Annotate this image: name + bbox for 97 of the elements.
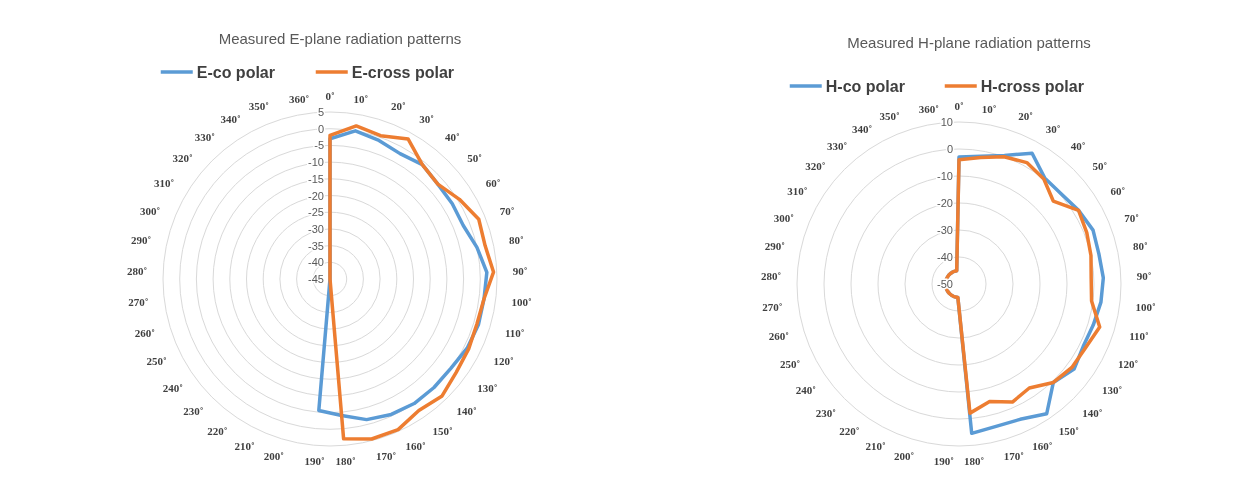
spoke-label: 350˚ [879,110,900,123]
spoke-label: 300˚ [773,211,794,224]
spoke-label: 350˚ [248,100,270,113]
spoke-label: 280˚ [760,270,782,283]
y-tick-label: -5 [314,139,324,152]
spoke-label: 0˚ [954,100,964,112]
spoke-label: 220˚ [839,425,860,438]
spoke-label: 130˚ [1102,383,1123,396]
spoke-label: 160˚ [1032,440,1053,453]
y-tick-label: 5 [317,106,324,118]
spoke-label: 20˚ [390,100,406,113]
spoke-label: 0˚ [325,90,335,102]
y-tick-label: -40 [937,251,953,263]
spoke-label: 110˚ [1129,330,1149,343]
spoke-label: 70˚ [499,204,515,217]
spoke-label: 250˚ [146,355,167,368]
y-tick-label: -25 [308,206,324,219]
spoke-label: 30˚ [419,113,434,126]
spoke-label: 80˚ [508,234,524,247]
spoke-label: 330˚ [827,139,848,152]
spoke-label: 330˚ [194,130,216,143]
spoke-label: 210˚ [234,439,255,452]
spoke-label: 170˚ [376,450,397,463]
spoke-label: 310˚ [154,177,175,190]
spoke-label: 210˚ [865,440,886,453]
y-tick-label: -30 [937,224,953,236]
spoke-label: 80˚ [1133,240,1148,253]
spoke-label: 290˚ [130,234,152,247]
spoke-label: 30˚ [1045,122,1061,135]
spoke-label: 180˚ [964,455,985,468]
spoke-label: 270˚ [128,296,149,309]
legend-label: H-cross polar [980,78,1084,95]
spoke-label: 90˚ [512,265,528,278]
legend-label: H-co polar [825,78,905,95]
spoke-label: 300˚ [140,204,161,217]
y-tick-label: -40 [308,256,324,269]
spoke-label: 60˚ [485,177,501,190]
spoke-label: 200˚ [263,450,284,463]
spoke-label: 90˚ [1136,270,1152,283]
spoke-label: 60˚ [1110,184,1126,197]
legend-label: E-cross polar [351,64,455,81]
spoke-label: 280˚ [126,265,148,278]
spoke-label: 220˚ [207,424,228,437]
spoke-label: 70˚ [1124,211,1139,224]
spoke-label: 230˚ [815,406,836,419]
spoke-label: 340˚ [852,122,873,135]
spoke-label: 140˚ [1082,406,1103,419]
spoke-label: 20˚ [1018,110,1033,123]
spoke-label: 290˚ [764,240,785,253]
spoke-label: 40˚ [1070,139,1086,152]
y-tick-label: -15 [308,172,324,185]
spoke-label: 360˚ [918,102,939,115]
spoke-label: 10˚ [981,102,997,115]
spoke-label: 270˚ [762,300,783,313]
spoke-label: 170˚ [1003,450,1025,463]
spoke-label: 360˚ [288,92,310,105]
y-tick-label: -30 [308,222,324,235]
spoke-label: 190˚ [304,455,325,468]
spoke-label: 100˚ [511,296,532,309]
spoke-label: 140˚ [456,405,477,418]
spoke-label: 320˚ [805,160,826,173]
spoke-label: 50˚ [467,152,483,165]
spoke-label: 150˚ [432,424,453,437]
y-tick-label: 10 [940,116,953,128]
spoke-label: 100˚ [1135,300,1156,313]
y-tick-label: 0 [946,143,953,155]
spoke-label: 230˚ [183,405,204,418]
spoke-label: 190˚ [933,455,954,468]
spoke-label: 130˚ [477,381,498,394]
spoke-label: 320˚ [172,152,193,165]
spoke-label: 10˚ [353,92,369,105]
y-tick-label: -10 [937,170,953,182]
spoke-label: 120˚ [493,355,514,368]
y-tick-label: -20 [308,189,324,202]
spoke-label: 180˚ [335,455,356,468]
spoke-label: 50˚ [1092,160,1108,173]
chart-title: Measured H-plane radiation patterns [847,34,1091,51]
y-tick-label: -35 [308,239,324,252]
y-tick-label: -45 [308,273,324,285]
spoke-label: 40˚ [444,130,460,143]
spoke-label: 160˚ [405,439,426,452]
spoke-label: 110˚ [504,326,525,339]
spoke-label: 310˚ [787,184,808,197]
y-tick-label: -20 [937,197,953,209]
y-tick-label: -10 [308,156,324,169]
y-tick-label: 0 [317,122,324,135]
spoke-label: 120˚ [1117,358,1139,371]
spoke-label: 250˚ [779,358,801,371]
spoke-label: 340˚ [220,113,241,126]
legend-label: E-co polar [196,64,275,81]
spoke-label: 200˚ [893,450,915,463]
spoke-label: 240˚ [795,383,816,396]
spoke-label: 150˚ [1058,425,1079,438]
spoke-label: 240˚ [162,381,183,394]
chart-title: Measured E-plane radiation patterns [218,30,462,47]
spoke-label: 260˚ [768,330,789,343]
spoke-label: 260˚ [134,326,156,339]
